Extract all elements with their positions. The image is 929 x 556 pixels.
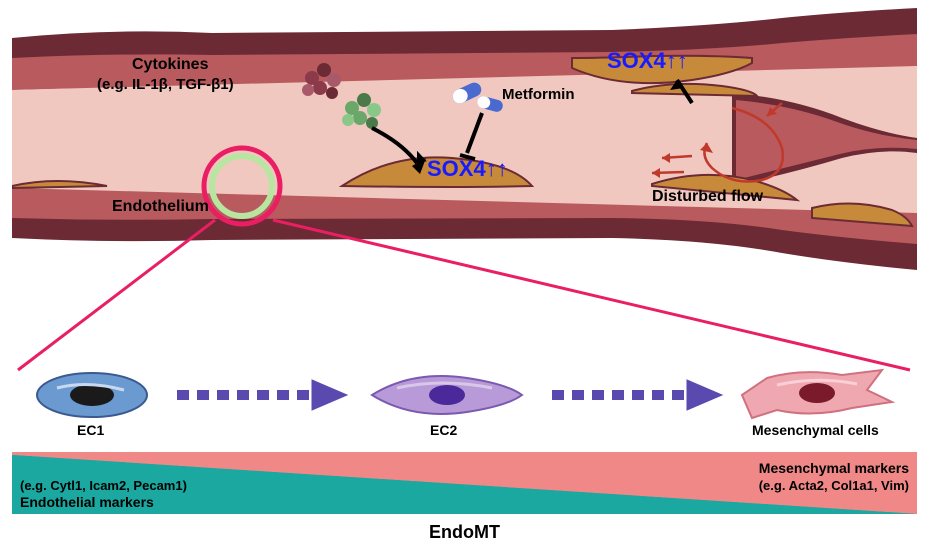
endothelium-label: Endothelium — [112, 198, 209, 216]
cell-transition-row: EC1 EC2 Mesenchymal cells — [12, 360, 917, 440]
sox4-top: SOX4↑↑ — [607, 48, 688, 74]
marker-gradient: (e.g. Cytl1, Icam2, Pecam1) Endothelial … — [12, 452, 917, 514]
ec2-label: EC2 — [430, 422, 457, 438]
endomt-label: EndoMT — [0, 522, 929, 543]
endothelial-title: Endothelial markers — [20, 494, 154, 510]
cytokines-label-1: Cytokines — [132, 56, 208, 74]
metformin-label: Metformin — [502, 86, 575, 103]
cytokines-label-2: (e.g. IL-1β, TGF-β1) — [97, 76, 234, 93]
mes-label: Mesenchymal cells — [752, 422, 879, 438]
arrow-ec1-ec2 — [177, 380, 347, 410]
disturbed-flow-label: Disturbed flow — [652, 188, 763, 206]
vessel-svg — [12, 8, 917, 288]
sox4-center: SOX4↑↑ — [427, 156, 508, 182]
arrow-ec2-mes — [552, 380, 722, 410]
mesenchymal-title: Mesenchymal markers — [759, 460, 909, 476]
endothelial-examples: (e.g. Cytl1, Icam2, Pecam1) — [20, 478, 187, 493]
ec1-label: EC1 — [77, 422, 104, 438]
mesenchymal-examples: (e.g. Acta2, Col1a1, Vim) — [759, 478, 909, 493]
vessel-diagram: Cytokines (e.g. IL-1β, TGF-β1) Metformin… — [12, 8, 917, 288]
